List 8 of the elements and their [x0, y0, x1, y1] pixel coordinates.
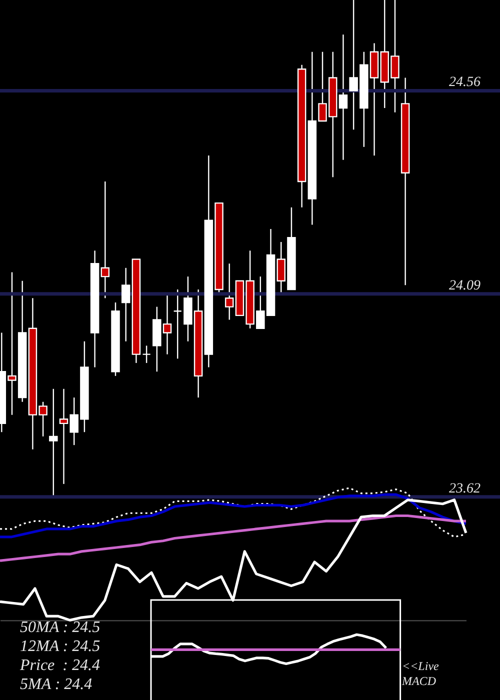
- annotation: 5MA : 24.4: [20, 675, 92, 694]
- annotation: Price : 24.4: [20, 656, 100, 675]
- annotation: 50MA : 24.5: [20, 618, 100, 637]
- y-tick-label: 23.62: [449, 481, 480, 496]
- annotation: <<Live MACD: [402, 658, 440, 689]
- annotation: 12MA : 24.5: [20, 637, 100, 656]
- y-tick-label: 24.09: [449, 278, 480, 294]
- y-tick-label: 24.56: [449, 75, 480, 90]
